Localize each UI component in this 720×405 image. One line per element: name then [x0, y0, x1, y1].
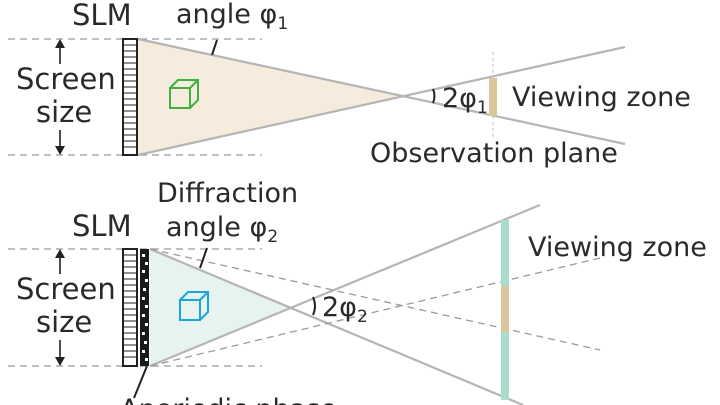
bottom-viewing-zone-lower [501, 332, 509, 400]
top-slm [122, 38, 138, 156]
top-viewing-zone-bar [489, 78, 497, 116]
bottom-screen-size-arrow [55, 249, 65, 366]
bottom-diffraction-line2: angle φ2 [166, 212, 278, 247]
top-angle-arc [432, 88, 436, 104]
top-viewing-zone-label: Viewing zone [512, 82, 691, 113]
top-light-cone [138, 39, 400, 155]
bottom-angle-arc [312, 296, 316, 316]
top-ray-down [137, 37, 626, 146]
top-screen-label-line2: size [36, 95, 92, 129]
bottom-cube-icon [179, 291, 209, 321]
bottom-screen-label-line1: Screen [16, 272, 116, 306]
top-slm-pixels [123, 44, 137, 148]
top-ratio-label: 2φ1 [442, 83, 488, 118]
bottom-aperiodic-phase-dots [142, 254, 148, 361]
bottom-light-cone [150, 249, 290, 366]
bottom-dashed-ray-up [149, 257, 601, 367]
bottom-ray-down [149, 247, 524, 405]
bottom-viewing-zone-center [501, 286, 509, 332]
bottom-screen-label-line2: size [36, 305, 92, 339]
top-ray-up [137, 45, 626, 157]
bottom-viewing-zone-upper [501, 220, 509, 286]
top-cube-icon [169, 79, 199, 109]
bottom-slm-pixels [123, 254, 137, 358]
bottom-viewing-zone-label: Viewing zone [528, 232, 707, 263]
bottom-ratio-label: 2φ2 [322, 292, 368, 327]
bottom-aperiodic-phase-plate [140, 249, 149, 366]
bottom-phase-pointer [133, 365, 148, 399]
bottom-dashed-ray-down [149, 248, 601, 351]
bottom-footer-text: Aperiodic phase [120, 394, 337, 405]
bottom-slm-label: SLM [72, 209, 132, 243]
bottom-ray-up [149, 203, 541, 368]
top-screen-label-line1: Screen [16, 62, 116, 96]
top-observation-label: Observation plane [370, 138, 618, 169]
top-slm-label: SLM [72, 0, 132, 32]
bottom-angle-pointer [199, 247, 208, 269]
top-angle-pointer [211, 39, 218, 56]
top-angle-label: angle φ1 [176, 0, 288, 34]
top-screen-size-arrow [55, 39, 65, 155]
bottom-slm [122, 248, 138, 367]
bottom-panel: Diffraction SLM angle φ2 Screen size 2φ2… [8, 178, 707, 405]
bottom-diffraction-line1: Diffraction [157, 178, 298, 209]
top-panel: SLM angle φ1 Screen size 2φ1 Viewing zon… [8, 0, 691, 169]
